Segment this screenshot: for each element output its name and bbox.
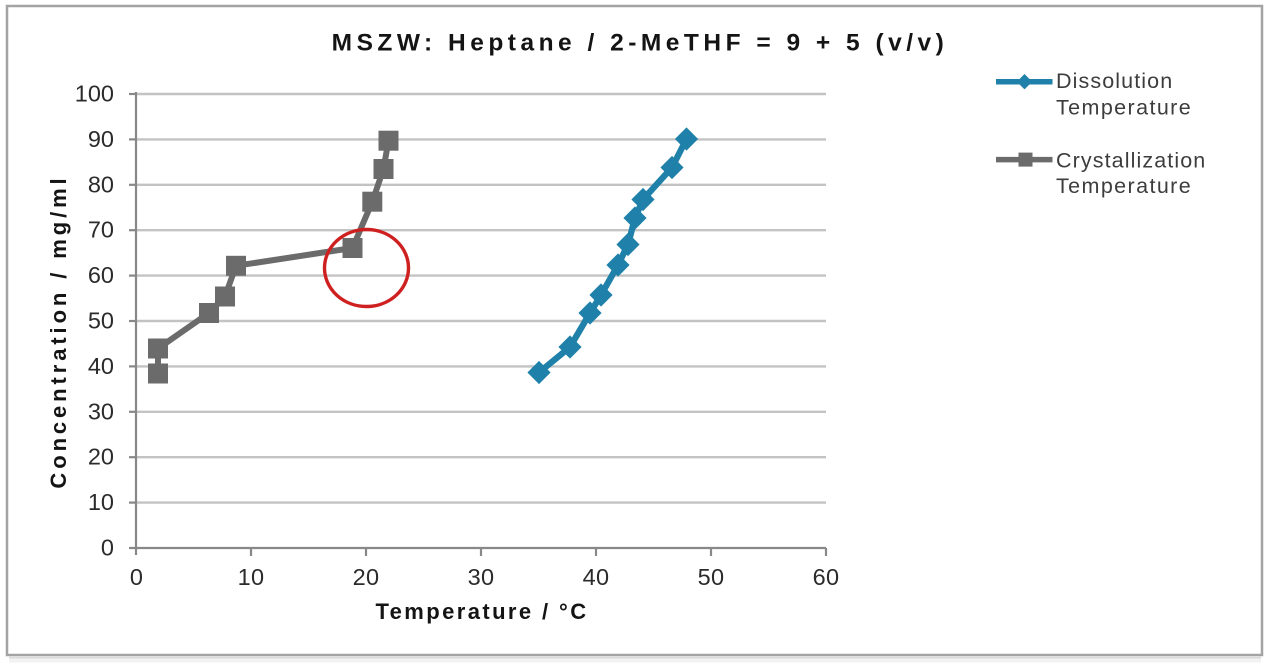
svg-text:10: 10 <box>238 564 265 590</box>
svg-text:50: 50 <box>698 564 725 590</box>
svg-text:90: 90 <box>88 126 114 152</box>
svg-text:60: 60 <box>813 564 840 590</box>
svg-text:Temperature / °C: Temperature / °C <box>375 599 588 624</box>
svg-text:20: 20 <box>88 444 114 470</box>
svg-text:MSZW: Heptane / 2-MeTHF = 9 +: MSZW: Heptane / 2-MeTHF = 9 + 5 (v/v) <box>332 30 949 57</box>
svg-text:80: 80 <box>88 171 114 197</box>
svg-text:40: 40 <box>88 353 114 379</box>
svg-text:40: 40 <box>583 564 610 590</box>
svg-text:Dissolution: Dissolution <box>1056 69 1173 93</box>
svg-text:30: 30 <box>88 398 114 424</box>
svg-text:60: 60 <box>88 262 114 288</box>
svg-text:20: 20 <box>353 564 380 590</box>
svg-text:100: 100 <box>75 81 114 107</box>
svg-text:10: 10 <box>88 489 114 515</box>
svg-text:Crystallization: Crystallization <box>1056 149 1206 173</box>
svg-text:50: 50 <box>88 308 114 334</box>
svg-text:Concentration / mg/ml: Concentration / mg/ml <box>46 174 71 488</box>
svg-text:Temperature: Temperature <box>1056 95 1192 119</box>
svg-text:70: 70 <box>88 217 114 243</box>
svg-text:0: 0 <box>130 564 143 590</box>
svg-text:30: 30 <box>468 564 495 590</box>
svg-text:Temperature: Temperature <box>1056 174 1192 198</box>
svg-text:0: 0 <box>101 535 114 561</box>
